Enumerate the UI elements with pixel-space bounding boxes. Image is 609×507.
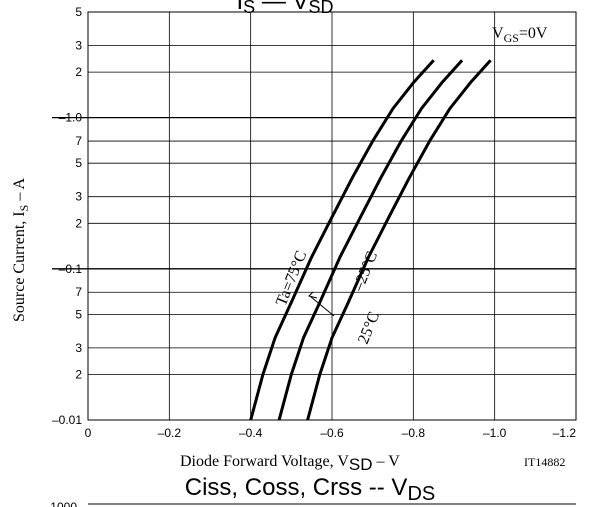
y-tick-label: 2 — [75, 216, 82, 230]
x-tick-label: 0 — [85, 426, 92, 440]
curve-label-25c: 25°C — [355, 309, 383, 346]
y-tick-label: –0.1 — [59, 262, 83, 276]
y-tick-label: 2 — [75, 65, 82, 79]
figure-code: IT14882 — [524, 455, 565, 469]
next-chart-title: Ciss, Coss, Crss -- VDS — [185, 474, 435, 505]
x-tick-label: –0.8 — [402, 426, 426, 440]
label-arrow — [308, 291, 335, 317]
y-tick-label: 3 — [75, 39, 82, 53]
y-tick-label: 7 — [75, 134, 82, 148]
y-tick-label: 2 — [75, 367, 82, 381]
x-axis-label: Diode Forward Voltage, VSD – V — [180, 453, 400, 474]
x-tick-label: –1.0 — [483, 426, 507, 440]
x-tick-label: –0.4 — [239, 426, 263, 440]
series-line-2 — [306, 59, 492, 421]
y-tick-label: 7 — [75, 285, 82, 299]
y-tick-label: 5 — [75, 5, 82, 19]
y-tick-label: 3 — [75, 341, 82, 355]
grid — [52, 12, 576, 420]
x-tick-label: –0.2 — [158, 426, 182, 440]
next-chart-y-top-label: 1000 — [50, 500, 77, 507]
x-tick-label: –0.6 — [320, 426, 344, 440]
series-line-1 — [277, 59, 464, 421]
y-tick-label: –1.0 — [59, 111, 83, 125]
curve-label-minus25c: –25°C — [350, 249, 382, 294]
y-tick-label: –0.01 — [52, 413, 82, 427]
top-title-fragment: IS — VSD — [236, 0, 333, 17]
y-axis-label: Source Current, IS– A — [11, 178, 31, 322]
y-tick-label: 5 — [75, 307, 82, 321]
y-tick-label: 5 — [75, 156, 82, 170]
series-line-0 — [249, 59, 435, 421]
y-tick-label: 3 — [75, 190, 82, 204]
x-tick-label: –1.2 — [553, 426, 577, 440]
condition-label: VGS=0V — [492, 25, 548, 45]
x-tick-labels: 0 –0.2 –0.4 –0.6 –0.8 –1.0 –1.2 — [85, 426, 577, 440]
curves — [249, 59, 492, 421]
curve-label-75c: Ta=75°C — [273, 248, 310, 308]
y-tick-labels: 5 3 2 –1.0 7 5 3 2 –0.1 7 5 3 2 –0.01 — [52, 5, 82, 427]
plot-frame — [87, 11, 577, 421]
